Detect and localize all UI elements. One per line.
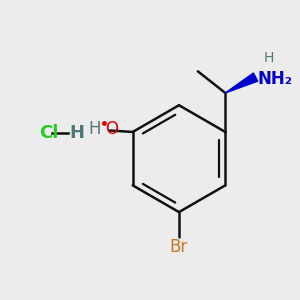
Text: Cl: Cl: [39, 124, 58, 142]
Text: Br: Br: [170, 238, 188, 256]
Text: H: H: [69, 124, 84, 142]
Text: H: H: [263, 51, 274, 65]
Text: O: O: [105, 120, 118, 138]
Text: NH₂: NH₂: [258, 70, 293, 88]
Text: H: H: [88, 120, 101, 138]
Polygon shape: [225, 73, 258, 93]
